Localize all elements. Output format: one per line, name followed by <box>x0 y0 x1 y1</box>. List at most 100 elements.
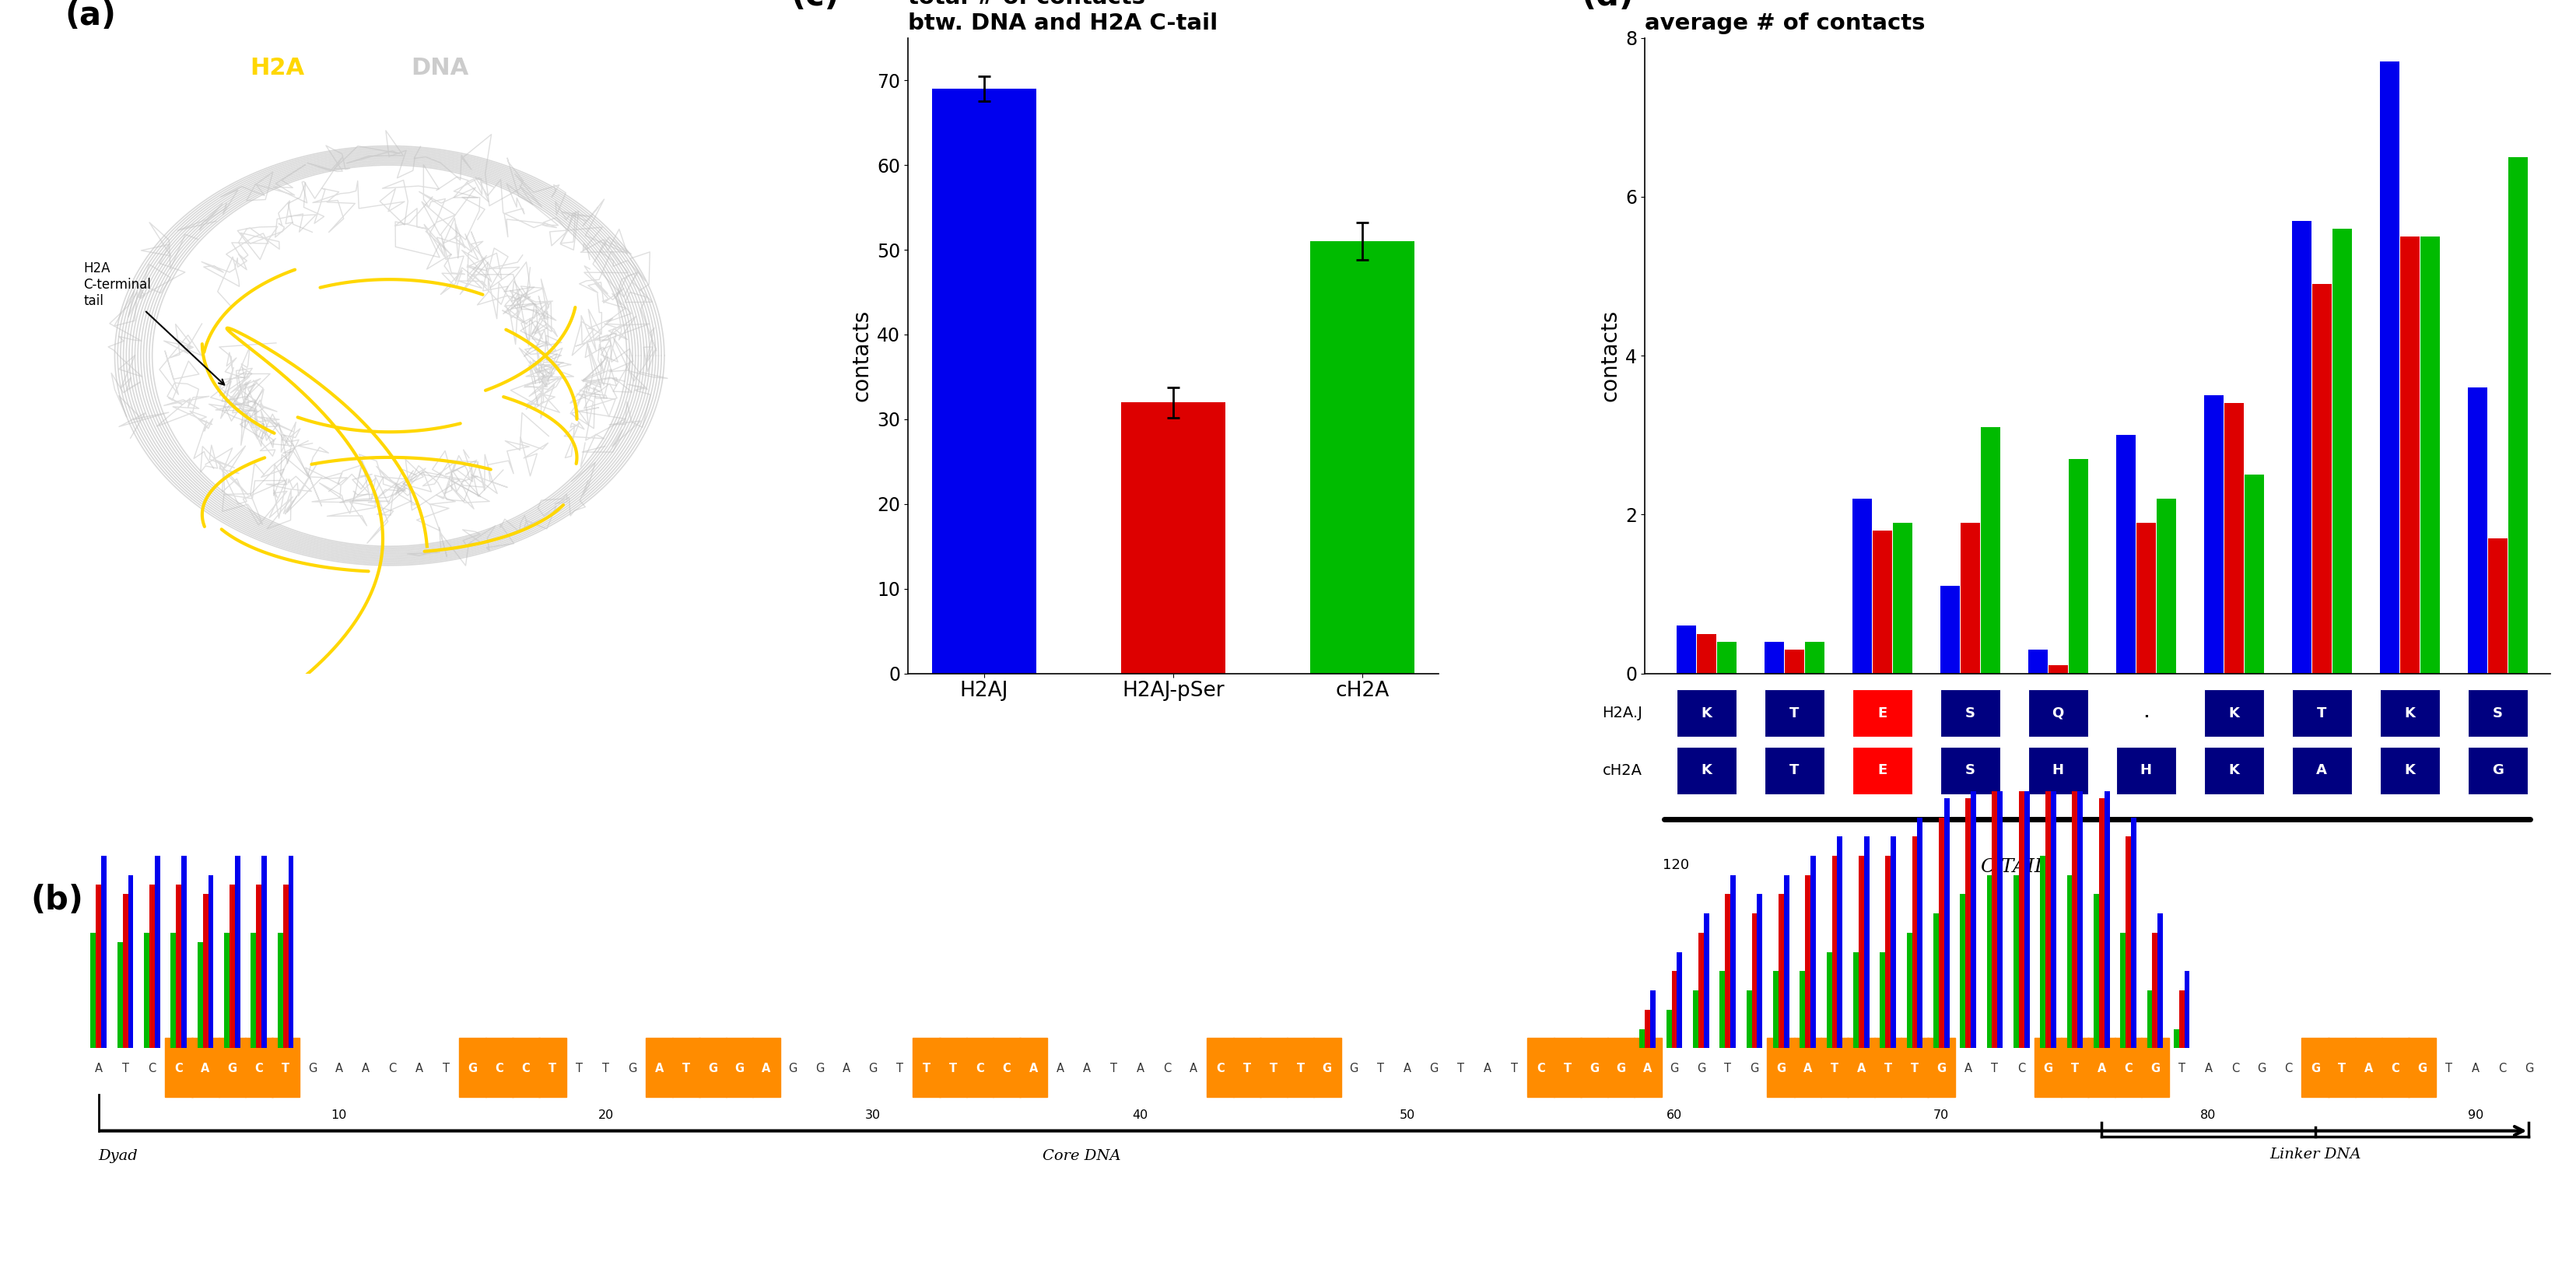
FancyBboxPatch shape <box>2300 1039 2329 1097</box>
Bar <box>2125 836 2130 1049</box>
Text: T: T <box>1510 1063 1517 1074</box>
Bar <box>100 856 106 1049</box>
Text: G: G <box>227 1063 237 1074</box>
Text: H: H <box>2141 763 2151 778</box>
FancyBboxPatch shape <box>191 1039 219 1097</box>
Text: A: A <box>2316 763 2326 778</box>
Bar <box>1785 650 1803 673</box>
Bar <box>1945 798 1950 1049</box>
Bar <box>1726 894 1731 1049</box>
Text: A: A <box>1803 1063 1814 1074</box>
Text: (b): (b) <box>31 884 82 917</box>
Bar <box>1893 522 1911 673</box>
FancyBboxPatch shape <box>752 1039 781 1097</box>
Text: T: T <box>603 1063 611 1074</box>
Bar <box>1811 856 1816 1049</box>
Text: C: C <box>2017 1063 2025 1074</box>
Text: G: G <box>788 1063 799 1074</box>
Bar <box>2244 474 2264 673</box>
Text: A: A <box>1484 1063 1492 1074</box>
Text: A: A <box>1136 1063 1144 1074</box>
Bar <box>1765 641 1783 673</box>
Text: H: H <box>2053 763 2063 778</box>
Text: G: G <box>469 1063 477 1074</box>
Text: T: T <box>2071 1063 2079 1074</box>
Bar <box>1806 875 1811 1049</box>
Bar <box>1991 779 1996 1049</box>
FancyBboxPatch shape <box>1767 1039 1795 1097</box>
Bar <box>289 856 294 1049</box>
FancyBboxPatch shape <box>2027 689 2087 737</box>
Bar <box>1986 875 1991 1049</box>
Text: K: K <box>2403 763 2414 778</box>
Text: (a): (a) <box>64 0 116 32</box>
FancyBboxPatch shape <box>2329 1039 2357 1097</box>
Bar <box>1837 836 1842 1049</box>
Bar <box>2205 396 2223 673</box>
Bar <box>1891 836 1896 1049</box>
FancyBboxPatch shape <box>1852 746 1911 794</box>
Bar <box>1906 932 1911 1049</box>
Bar <box>144 932 149 1049</box>
FancyBboxPatch shape <box>1677 746 1736 794</box>
FancyBboxPatch shape <box>219 1039 247 1097</box>
Text: C: C <box>495 1063 502 1074</box>
Text: A: A <box>95 1063 103 1074</box>
Text: C: C <box>2231 1063 2239 1074</box>
Bar <box>2066 875 2071 1049</box>
Text: E: E <box>1878 763 1886 778</box>
Text: G: G <box>2043 1063 2053 1074</box>
Text: A: A <box>2365 1063 2372 1074</box>
FancyBboxPatch shape <box>2468 746 2527 794</box>
Bar <box>198 942 204 1049</box>
Text: C: C <box>147 1063 157 1074</box>
Bar <box>263 856 268 1049</box>
Text: T: T <box>2339 1063 2347 1074</box>
Text: G: G <box>1350 1063 1358 1074</box>
FancyBboxPatch shape <box>1677 689 1736 737</box>
Bar <box>2105 779 2110 1049</box>
Text: A: A <box>762 1063 770 1074</box>
Text: H2A.J: H2A.J <box>1602 706 1641 721</box>
FancyBboxPatch shape <box>2293 689 2352 737</box>
FancyBboxPatch shape <box>2354 1039 2383 1097</box>
Text: G: G <box>708 1063 719 1074</box>
FancyBboxPatch shape <box>538 1039 567 1097</box>
FancyBboxPatch shape <box>2293 746 2352 794</box>
Text: cH2A: cH2A <box>1602 763 1641 778</box>
Text: G: G <box>814 1063 824 1074</box>
FancyBboxPatch shape <box>1607 1039 1636 1097</box>
Text: 50: 50 <box>1399 1109 1414 1121</box>
FancyBboxPatch shape <box>2205 746 2264 794</box>
FancyBboxPatch shape <box>1206 1039 1234 1097</box>
Bar <box>1852 498 1873 673</box>
Text: A: A <box>1963 1063 1973 1074</box>
Text: total # of contacts
btw. DNA and H2A C-tail: total # of contacts btw. DNA and H2A C-t… <box>907 0 1218 34</box>
FancyBboxPatch shape <box>165 1039 193 1097</box>
Bar <box>2115 435 2136 673</box>
Text: T: T <box>2316 706 2326 720</box>
FancyBboxPatch shape <box>2141 1039 2169 1097</box>
Text: H2A: H2A <box>250 57 304 80</box>
FancyBboxPatch shape <box>698 1039 726 1097</box>
Y-axis label: contacts: contacts <box>1600 310 1620 402</box>
Text: T: T <box>281 1063 289 1074</box>
Text: K: K <box>2228 706 2239 720</box>
Bar <box>255 884 263 1049</box>
FancyBboxPatch shape <box>2115 746 2177 794</box>
FancyBboxPatch shape <box>2380 746 2439 794</box>
Bar <box>2025 759 2030 1049</box>
Bar <box>2223 404 2244 673</box>
FancyBboxPatch shape <box>2468 689 2527 737</box>
FancyBboxPatch shape <box>1285 1039 1314 1097</box>
Text: Dyad: Dyad <box>98 1149 139 1163</box>
Text: S: S <box>2494 706 2501 720</box>
Bar <box>1772 972 1777 1049</box>
Bar <box>2027 650 2048 673</box>
Text: Q: Q <box>2053 706 2063 720</box>
Text: T: T <box>2445 1063 2452 1074</box>
Text: T: T <box>683 1063 690 1074</box>
Bar <box>283 884 289 1049</box>
Text: A: A <box>1082 1063 1090 1074</box>
Bar <box>1698 932 1703 1049</box>
